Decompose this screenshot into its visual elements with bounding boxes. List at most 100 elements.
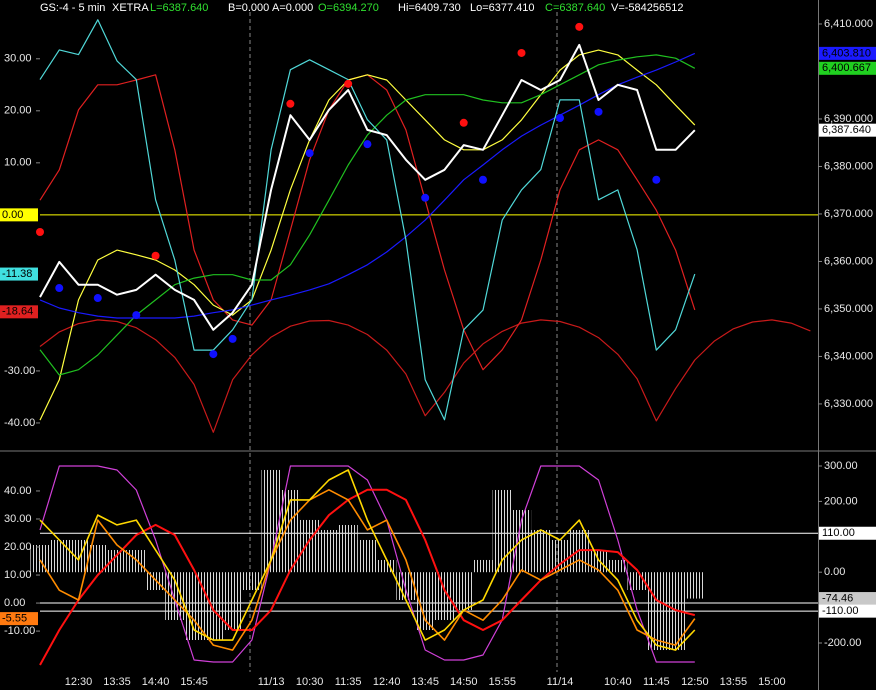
x-tick-label: 10:40 <box>604 676 632 688</box>
header-field: XETRA <box>112 2 149 14</box>
value-marker <box>819 46 876 60</box>
y2-tick-label: -200.00 <box>824 637 861 649</box>
histogram-bar <box>338 525 358 573</box>
signal-dot <box>36 228 44 237</box>
x-tick-label: 12:50 <box>681 676 709 688</box>
signal-dot <box>228 334 237 343</box>
signal-dot <box>652 175 661 184</box>
histogram-bar <box>107 549 127 573</box>
y-tick-label: -40.00 <box>4 417 35 429</box>
x-tick-label: 11:35 <box>335 676 362 688</box>
series-line <box>39 52 696 319</box>
y-tick-label: 40.00 <box>4 485 32 497</box>
signal-dot <box>421 193 430 202</box>
y-tick-label: 20.00 <box>4 541 32 553</box>
histogram-bar <box>646 572 666 651</box>
series-line <box>39 49 696 421</box>
histogram-bar <box>300 519 320 573</box>
histogram-bar <box>357 539 378 573</box>
y2-tick-label: 6,340.000 <box>824 350 873 362</box>
value-marker-label: -5.55 <box>2 613 27 625</box>
histogram-bar <box>550 539 570 573</box>
value-marker-label: 6,387.640 <box>822 124 871 136</box>
histogram-bar <box>280 489 301 573</box>
series-line <box>39 469 696 651</box>
histogram-bar <box>434 572 455 620</box>
value-marker-label: -11.38 <box>2 268 32 280</box>
x-tick-label: 15:45 <box>180 676 208 688</box>
x-tick-label: 12:40 <box>373 676 401 688</box>
histogram-bar <box>608 559 628 573</box>
header-field: GS:-4 - 5 min <box>40 2 105 14</box>
value-marker <box>819 526 876 540</box>
x-tick-label: 14:50 <box>450 676 478 688</box>
histogram-bar <box>88 545 108 573</box>
histogram-bar <box>454 572 474 611</box>
histogram-bar <box>531 529 551 573</box>
value-marker <box>819 592 876 606</box>
signal-dot <box>575 22 584 31</box>
signal-dot <box>305 149 314 158</box>
x-tick-label: 12:30 <box>65 676 93 688</box>
histogram-bar <box>492 489 512 573</box>
histogram-bar <box>396 572 416 600</box>
value-marker <box>0 208 38 222</box>
histogram-bar <box>222 572 243 631</box>
y2-tick-label: 6,360.000 <box>824 255 873 267</box>
header-field: O=6394.270 <box>318 2 379 14</box>
header-field: Lo=6377.410 <box>470 2 535 14</box>
series-line <box>39 489 696 651</box>
signal-dot <box>93 294 102 303</box>
header-field: Hi=6409.730 <box>398 2 461 14</box>
x-tick-label: 13:55 <box>720 676 748 688</box>
y2-tick-label: 6,370.000 <box>824 208 873 220</box>
y2-tick-label: 6,380.000 <box>824 160 873 172</box>
signal-dot <box>132 311 141 320</box>
signal-dot <box>556 114 565 123</box>
histogram-bar <box>261 469 281 573</box>
y-tick-label: 0.00 <box>4 597 25 609</box>
y2-tick-label: 6,390.000 <box>824 113 873 125</box>
histogram-bar <box>415 572 435 631</box>
x-tick-label: 14:40 <box>142 676 170 688</box>
value-marker <box>0 612 38 626</box>
histogram-bar <box>242 572 262 591</box>
y-tick-label: -10.00 <box>4 625 35 637</box>
series-line <box>39 19 696 421</box>
x-tick-label: 11:45 <box>643 676 670 688</box>
value-marker <box>0 267 38 281</box>
histogram-bar <box>203 572 223 640</box>
y2-tick-label: 6,330.000 <box>824 398 873 410</box>
y-tick-label: 10.00 <box>4 157 32 169</box>
histogram-bar <box>30 545 50 573</box>
x-tick-label: 11/13 <box>258 676 285 688</box>
y2-tick-label: 300.00 <box>824 460 858 472</box>
series-line <box>39 465 695 663</box>
x-tick-label: 15:00 <box>758 676 786 688</box>
value-marker-label: 0.00 <box>2 209 23 221</box>
signal-dot <box>209 350 218 359</box>
value-marker-label: 110.00 <box>822 527 855 539</box>
header-field: A=0.000 <box>272 2 313 14</box>
x-tick-label: 15:55 <box>488 676 516 688</box>
value-marker <box>0 305 38 319</box>
value-marker <box>819 123 876 137</box>
signal-dot <box>151 251 160 260</box>
histogram-bar <box>319 529 339 573</box>
y-tick-label: 30.00 <box>4 513 32 525</box>
series-line <box>39 488 696 666</box>
signal-dot <box>517 48 526 57</box>
value-marker-label: -74.46 <box>822 592 853 604</box>
series-line <box>39 319 811 433</box>
series-line <box>39 43 696 331</box>
signal-dot <box>286 99 295 108</box>
x-tick-label: 10:30 <box>296 676 324 688</box>
value-marker <box>819 604 876 618</box>
y-tick-label: -30.00 <box>4 365 35 377</box>
y-tick-label: 20.00 <box>4 105 32 117</box>
y2-tick-label: 0.00 <box>824 566 845 578</box>
y2-tick-label: 6,350.000 <box>824 303 873 315</box>
x-tick-label: 11/14 <box>547 676 574 688</box>
